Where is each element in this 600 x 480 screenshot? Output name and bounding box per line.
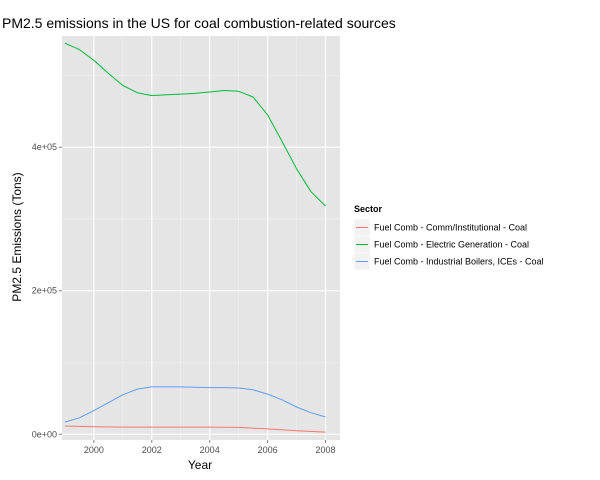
y-tick-label: 2e+05	[32, 286, 57, 296]
series-line-3	[64, 386, 326, 423]
x-axis-title: Year	[188, 458, 212, 472]
x-tick-label: 2006	[258, 445, 278, 455]
series-line-1	[64, 425, 326, 433]
x-tick-label: 2004	[200, 445, 220, 455]
grid-minor	[62, 36, 340, 440]
series-lines	[64, 42, 326, 433]
legend-label: Fuel Comb - Industrial Boilers, ICEs - C…	[374, 257, 544, 267]
y-tick-label: 0e+00	[32, 429, 57, 439]
chart-title: PM2.5 emissions in the US for coal combu…	[2, 15, 396, 31]
legend-label: Fuel Comb - Electric Generation - Coal	[374, 240, 529, 250]
x-tick-label: 2008	[316, 445, 336, 455]
y-tick-label: 4e+05	[32, 142, 57, 152]
plot-panel	[62, 36, 340, 440]
x-tick-label: 2002	[142, 445, 162, 455]
y-axis-title: PM2.5 Emissions (Tons)	[10, 172, 24, 301]
legend: Sector Fuel Comb - Comm/Institutional - …	[353, 204, 544, 271]
legend-title: Sector	[354, 204, 383, 214]
grid-major	[62, 36, 340, 440]
legend-label: Fuel Comb - Comm/Institutional - Coal	[374, 223, 527, 233]
series-line-2	[64, 42, 326, 207]
x-tick-label: 2000	[84, 445, 104, 455]
y-axis: 0e+00 2e+05 4e+05	[32, 142, 62, 439]
x-axis: 2000 2002 2004 2006 2008	[84, 440, 336, 455]
